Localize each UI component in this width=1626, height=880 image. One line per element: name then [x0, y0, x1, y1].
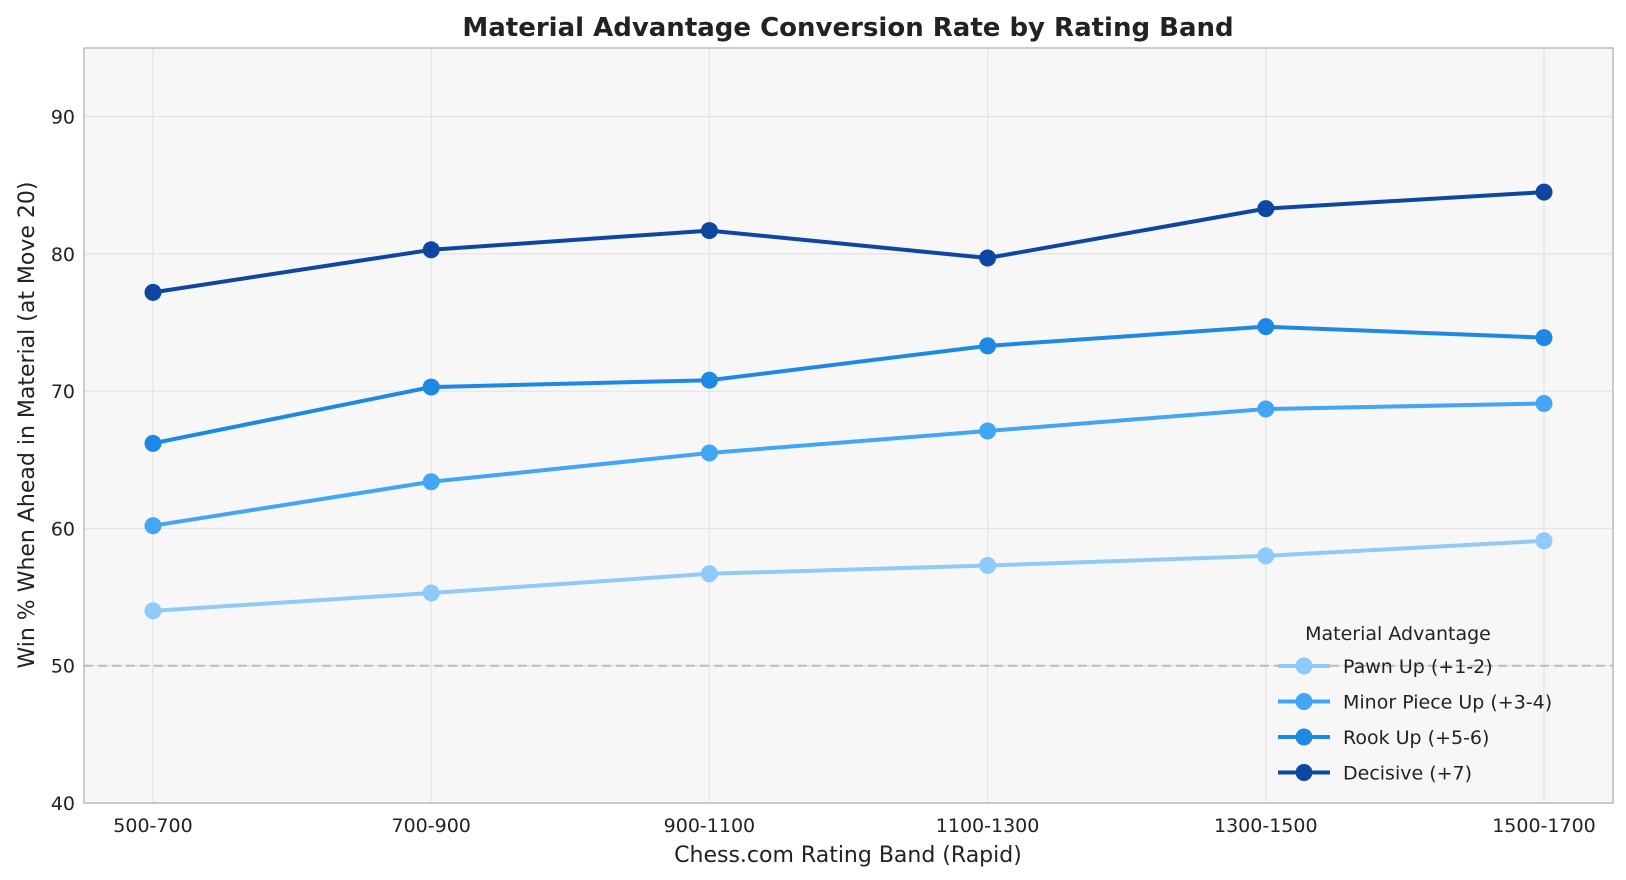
data-point [979, 422, 997, 440]
y-tick-label: 50 [51, 656, 75, 678]
data-point [1257, 200, 1275, 218]
legend-item: Rook Up (+5-6) [1278, 727, 1489, 749]
data-point [144, 434, 162, 452]
series-3 [144, 183, 1553, 301]
x-tick-label: 500-700 [113, 815, 192, 837]
data-point [1257, 400, 1275, 418]
data-point [1257, 547, 1275, 565]
x-tick-label: 1300-1500 [1214, 815, 1318, 837]
data-point [1257, 318, 1275, 336]
legend-swatch-marker [1295, 764, 1313, 781]
series-line [152, 538, 1545, 613]
data-point [700, 565, 718, 583]
series-2 [144, 318, 1553, 452]
data-point [422, 241, 440, 259]
legend-label: Minor Piece Up (+3-4) [1343, 692, 1552, 714]
data-point [144, 283, 162, 301]
y-axis-label: Win % When Ahead in Material (at Move 20… [15, 181, 40, 668]
series-line [152, 190, 1545, 295]
series-line [152, 401, 1545, 528]
data-point [144, 517, 162, 535]
y-tick-label: 40 [51, 793, 75, 815]
legend-label: Pawn Up (+1-2) [1343, 656, 1493, 678]
data-point [979, 249, 997, 267]
x-tick-label: 900-1100 [664, 815, 755, 837]
plot-frame [83, 47, 1614, 804]
data-point [1535, 395, 1553, 413]
series-0 [144, 532, 1553, 620]
legend-title: Material Advantage [1305, 623, 1491, 645]
data-point [1535, 329, 1553, 347]
legend-label: Decisive (+7) [1343, 763, 1472, 785]
plot-area [84, 48, 1613, 803]
legend-label: Rook Up (+5-6) [1343, 727, 1489, 749]
x-tick-labels: 500-700 700-900 900-1100 1100-1300 1300-1500… [113, 815, 1595, 837]
data-point [422, 378, 440, 396]
chart-title: Material Advantage Conversion Rate by Ra… [462, 13, 1233, 43]
legend-swatch-marker [1295, 693, 1313, 710]
legend-item: Decisive (+7) [1278, 763, 1472, 785]
data-point [1535, 183, 1553, 201]
data-point [422, 473, 440, 491]
data-point [700, 371, 718, 389]
legend-item: Pawn Up (+1-2) [1278, 656, 1493, 678]
y-tick-labels: 40 50 60 70 80 90 [51, 107, 75, 815]
data-point [144, 602, 162, 620]
x-tick-label: 1500-1700 [1492, 815, 1596, 837]
x-axis-label: Chess.com Rating Band (Rapid) [674, 843, 1022, 868]
data-point [1535, 532, 1553, 550]
x-tick-label: 1100-1300 [936, 815, 1040, 837]
x-tick-label: 700-900 [392, 815, 471, 837]
data-point [979, 557, 997, 575]
y-tick-label: 90 [51, 107, 75, 129]
series-1 [144, 395, 1553, 535]
series-line [152, 324, 1545, 446]
legend: Material Advantage Pawn Up (+1-2) Minor P… [1278, 623, 1552, 785]
series-group [144, 183, 1553, 620]
data-point [700, 222, 718, 240]
y-tick-label: 80 [51, 244, 75, 266]
legend-swatch-marker [1295, 728, 1313, 746]
data-point [700, 444, 718, 462]
y-tick-label: 60 [51, 518, 75, 540]
data-point [979, 337, 997, 355]
legend-item: Minor Piece Up (+3-4) [1278, 692, 1552, 714]
y-tick-label: 70 [51, 381, 75, 403]
legend-swatch-marker [1295, 657, 1313, 675]
data-point [422, 584, 440, 602]
